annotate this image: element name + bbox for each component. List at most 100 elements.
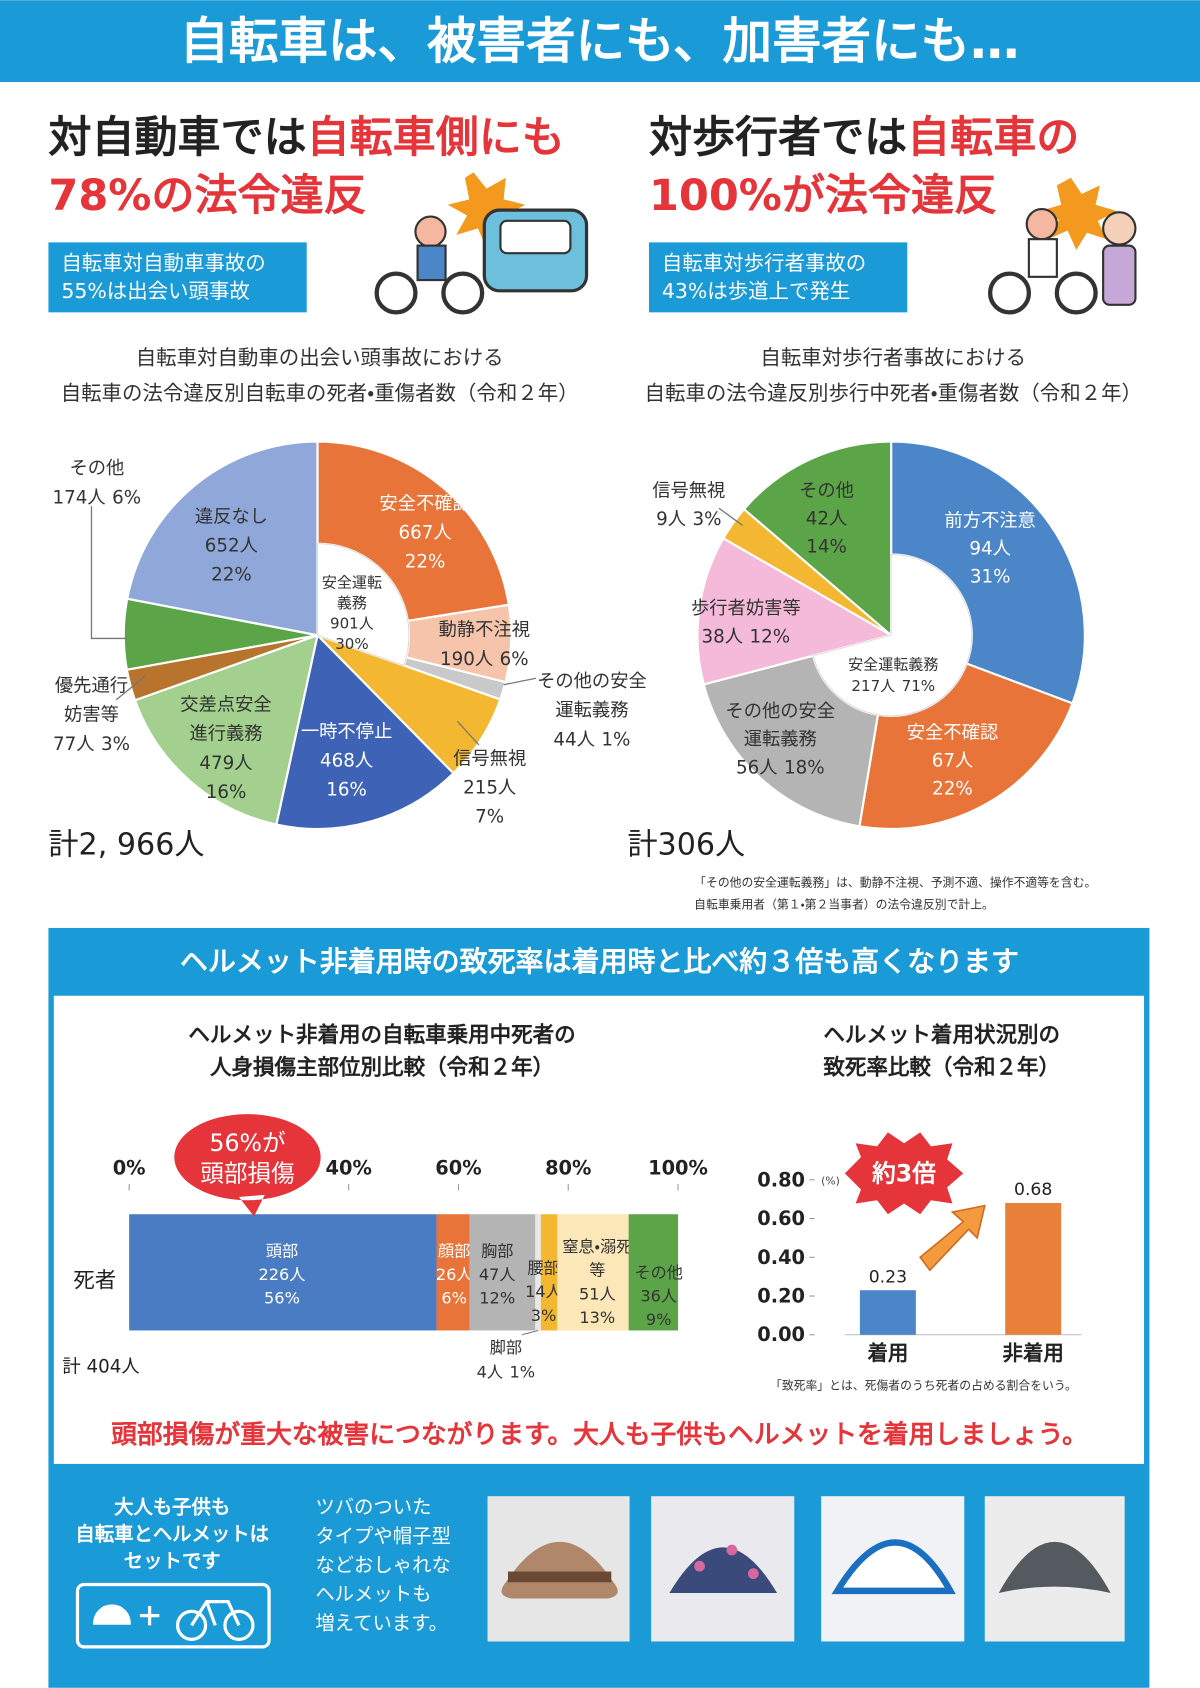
arrow <box>919 1204 986 1272</box>
slice-count: 174人 <box>53 487 106 508</box>
slice-value-label: 56人 18% <box>736 757 825 778</box>
slice-value-label: 38人 12% <box>702 626 791 647</box>
slice-percent: 18% <box>784 757 825 778</box>
x-tick-label: 80% <box>545 1156 591 1179</box>
headline-red: 自転車の <box>907 113 1079 163</box>
leader-line <box>456 720 480 746</box>
pie-slice <box>133 633 319 826</box>
pie-slice <box>742 440 893 638</box>
x-tick-label: 0% <box>113 1156 146 1179</box>
headline: 対自動車では自転車側にも <box>48 113 564 163</box>
y-tick-label: 0.40 <box>757 1246 805 1269</box>
slice-percent: 22% <box>405 552 446 573</box>
bar-segment <box>469 1214 536 1331</box>
chart-title: 致死率比較（令和２年） <box>823 1054 1060 1080</box>
slice-label: 等 <box>589 1261 605 1280</box>
slice-value-label: 4人 1% <box>477 1362 535 1381</box>
bar-segment <box>535 1214 541 1331</box>
total-label: 計2, 966人 <box>48 828 204 863</box>
leader-line <box>718 507 743 526</box>
slice-label: 安全不確認 <box>907 723 998 744</box>
slice-count: 14人 <box>525 1282 562 1301</box>
slice-percent: 1% <box>601 729 630 750</box>
slice-value-label: 217人 71% <box>851 677 935 695</box>
slice-label: 運転義務 <box>744 729 817 750</box>
pie-slice <box>275 633 455 830</box>
slice-label: 信号無視 <box>453 748 526 769</box>
pie-group-sector <box>316 543 410 667</box>
slice-count: 36人 <box>640 1287 677 1306</box>
y-tick-label: 0.20 <box>757 1285 805 1308</box>
slice-count: 901人 <box>330 614 374 632</box>
slice-percent: 12% <box>750 626 791 647</box>
style-text: ヘルメットも <box>315 1583 431 1606</box>
illustration-pedestrian <box>987 177 1137 315</box>
slice-value-label: 190人 6% <box>440 648 529 669</box>
set-text: 大人も子供も <box>114 1495 230 1518</box>
slice-count: 42人 <box>806 508 848 529</box>
leader-line <box>521 1329 539 1336</box>
x-tick-label: 60% <box>435 1156 481 1179</box>
slice-label: 腰部 <box>527 1259 559 1278</box>
slice-value-label: 174人 6% <box>53 487 142 508</box>
slice-label: 歩行者妨害等 <box>691 598 801 619</box>
slice-count: 667人 <box>399 522 452 543</box>
message: 頭部損傷が重大な被害につながります。大人も子供もヘルメットを着用しましょう。 <box>111 1419 1088 1450</box>
slice-percent: 6% <box>441 1289 467 1308</box>
slice-percent: 13% <box>579 1308 615 1327</box>
slice-count: 26人 <box>436 1265 473 1284</box>
header-bar <box>0 0 1200 83</box>
slice-percent: 3% <box>692 508 721 529</box>
slice-label: 動静不注視 <box>439 619 530 640</box>
slice-label: 妨害等 <box>64 704 119 725</box>
chart-title: 自転車の法令違反別自転車の死者・重傷者数（令和２年） <box>61 381 579 405</box>
header-title: 自転車は、被害者にも、加害者にも… <box>179 12 1019 70</box>
info-box <box>648 242 908 313</box>
slice-label: 窒息・溺死 <box>562 1237 632 1256</box>
category-label: 死者 <box>73 1268 116 1293</box>
headline-red: 自転車側にも <box>307 113 565 163</box>
footnote: 自転車乗用者（第１・第２当事者）の法令違反別で計上。 <box>694 897 994 911</box>
bar-segment <box>436 1214 470 1331</box>
slice-count: 38人 <box>702 626 744 647</box>
slice-label: 違反なし <box>195 506 268 527</box>
chart-title: 自転車対自動車の出会い頭事故における <box>136 346 504 370</box>
slice-count: 652人 <box>205 535 258 556</box>
y-unit: (%) <box>821 1174 840 1187</box>
y-tick-label: 0.60 <box>757 1207 805 1230</box>
slice-percent: 12% <box>479 1289 515 1308</box>
slice-label: その他 <box>69 458 124 479</box>
slice-label: 胸部 <box>481 1241 513 1260</box>
slice-label: 安全運転 <box>322 573 382 591</box>
slice-value-label: 9人 3% <box>656 508 721 529</box>
chart-title: 自転車対歩行者事故における <box>760 346 1026 370</box>
leader-line <box>90 506 127 640</box>
slice-percent: 30% <box>335 635 368 653</box>
value-label: 0.23 <box>869 1267 907 1287</box>
slice-count: 479人 <box>199 753 252 774</box>
pie-group-sector <box>812 553 973 717</box>
slice-percent: 6% <box>112 487 141 508</box>
slice-percent: 16% <box>326 780 367 801</box>
annotation-burst <box>844 1132 964 1215</box>
pie-slice <box>125 440 319 637</box>
slice-percent: 71% <box>902 677 935 695</box>
bar-segment <box>628 1214 679 1331</box>
slice-label: 安全不確認 <box>379 493 470 514</box>
slice-label: 信号無視 <box>652 480 725 501</box>
slice-percent: 3% <box>531 1306 557 1325</box>
bar-segment <box>540 1214 558 1331</box>
bar-segment <box>557 1214 629 1331</box>
slice-count: 47人 <box>479 1265 516 1284</box>
slice-percent: 22% <box>932 779 973 800</box>
set-text: セットです <box>124 1549 221 1572</box>
slice-label: その他 <box>799 480 854 501</box>
slice-count: 190人 <box>440 648 493 669</box>
slice-percent: 6% <box>500 648 529 669</box>
slice-percent: 3% <box>101 733 130 754</box>
slice-count: 217人 <box>851 677 895 695</box>
x-tick-label: 100% <box>648 1156 708 1179</box>
slice-count: 4人 <box>477 1362 503 1381</box>
slice-percent: 1% <box>509 1362 535 1381</box>
info-box-text: 自転車対自動車事故の <box>61 251 265 275</box>
